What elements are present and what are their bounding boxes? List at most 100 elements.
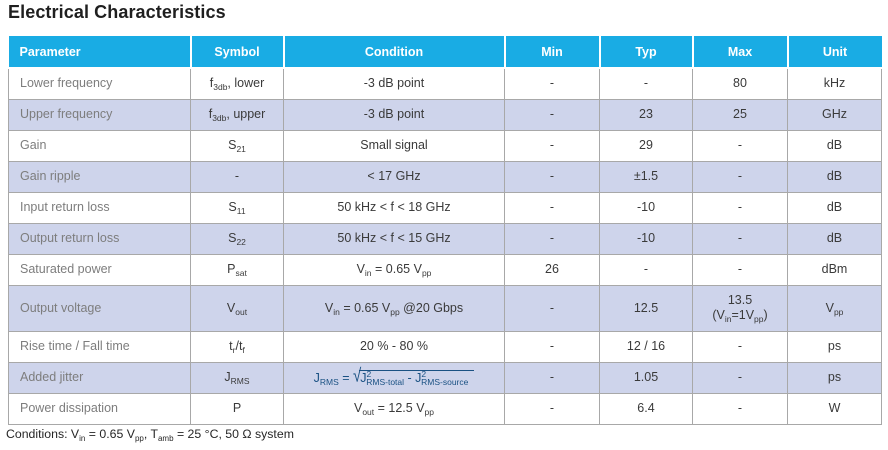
header-typ: Typ <box>599 36 694 69</box>
cell-symbol: f3db, upper <box>190 98 284 131</box>
cell-min: - <box>504 160 600 193</box>
cell-parameter: Input return loss <box>8 191 191 224</box>
cell-max: - <box>692 330 788 363</box>
cell-min: - <box>504 67 600 100</box>
header-row: Parameter Symbol Condition Min Typ Max U… <box>8 36 882 69</box>
cell-condition: Vin = 0.65 Vpp @20 Gbps <box>283 284 505 332</box>
cell-typ: 6.4 <box>599 392 693 425</box>
cell-unit: ps <box>787 361 882 394</box>
cell-condition: Vin = 0.65 Vpp <box>283 253 505 286</box>
cell-parameter: Added jitter <box>8 361 191 394</box>
cell-condition: Small signal <box>283 129 505 162</box>
cell-min: - <box>504 191 600 224</box>
cell-condition: 50 kHz < f < 15 GHz <box>283 222 505 255</box>
cell-condition: 50 kHz < f < 18 GHz <box>283 191 505 224</box>
cell-condition: 20 % - 80 % <box>283 330 505 363</box>
header-unit: Unit <box>787 36 882 69</box>
cell-typ: 12 / 16 <box>599 330 693 363</box>
cell-unit: dB <box>787 222 882 255</box>
cell-symbol: P <box>190 392 284 425</box>
cell-parameter: Output voltage <box>8 284 191 332</box>
cell-max: 13.5 (Vin=1Vpp) <box>692 284 788 332</box>
cell-condition: -3 dB point <box>283 67 505 100</box>
cell-min: - <box>504 222 600 255</box>
table-row: Gain S21 Small signal -29- dB <box>8 129 882 162</box>
cell-condition: -3 dB point <box>283 98 505 131</box>
cell-unit: kHz <box>787 67 882 100</box>
header-condition: Condition <box>283 36 506 69</box>
cell-unit: dB <box>787 191 882 224</box>
header-symbol: Symbol <box>190 36 285 69</box>
cell-parameter: Lower frequency <box>8 67 191 100</box>
cell-unit: dB <box>787 129 882 162</box>
table-row: Rise time / Fall time tr/tf 20 % - 80 % -12… <box>8 330 882 363</box>
cell-condition: JRMS = √J2RMS-total - J2RMS-source <box>283 361 505 394</box>
cell-max: - <box>692 253 788 286</box>
cell-min: 26 <box>504 253 600 286</box>
cell-condition: Vout = 12.5 Vpp <box>283 392 505 425</box>
cell-parameter: Upper frequency <box>8 98 191 131</box>
table-row: Gain ripple - < 17 GHz - ±1.5- dB <box>8 160 882 193</box>
cell-parameter: Gain <box>8 129 191 162</box>
cell-min: - <box>504 361 600 394</box>
cell-unit: dBm <box>787 253 882 286</box>
cell-max: - <box>692 160 788 193</box>
cell-min: - <box>504 98 600 131</box>
cell-typ: 1.05 <box>599 361 693 394</box>
table-row: Output return loss S22 50 kHz < f < 15 GHz… <box>8 222 882 255</box>
table-body: Lower frequency f3db, lower -3 dB point - -8… <box>8 67 882 425</box>
cell-symbol: S11 <box>190 191 284 224</box>
cell-max: - <box>692 129 788 162</box>
cell-symbol: S21 <box>190 129 284 162</box>
cell-max: - <box>692 222 788 255</box>
cell-min: - <box>504 392 600 425</box>
table-header: Parameter Symbol Condition Min Typ Max U… <box>8 36 882 69</box>
cell-max: - <box>692 191 788 224</box>
cell-typ: - <box>599 253 693 286</box>
table-row: Upper frequency f3db, upper -3 dB point -23… <box>8 98 882 131</box>
table-row: Saturated power Psat Vin = 0.65 Vpp 26- - dBm <box>8 253 882 286</box>
table-row: Lower frequency f3db, lower -3 dB point - -8… <box>8 67 882 100</box>
cell-symbol: JRMS <box>190 361 284 394</box>
cell-symbol: f3db, lower <box>190 67 284 100</box>
cell-symbol: Vout <box>190 284 284 332</box>
cell-max: - <box>692 392 788 425</box>
cell-symbol: tr/tf <box>190 330 284 363</box>
cell-symbol: S22 <box>190 222 284 255</box>
cell-symbol: - <box>190 160 284 193</box>
cell-parameter: Gain ripple <box>8 160 191 193</box>
cell-unit: dB <box>787 160 882 193</box>
cell-typ: ±1.5 <box>599 160 693 193</box>
cell-unit: W <box>787 392 882 425</box>
cell-condition: < 17 GHz <box>283 160 505 193</box>
cell-typ: 29 <box>599 129 693 162</box>
table-row: Added jitter JRMS JRMS = √J2RMS-total - J2… <box>8 361 882 394</box>
header-parameter: Parameter <box>8 36 192 69</box>
table-row: Power dissipation P Vout = 12.5 Vpp -6.4- W <box>8 392 882 425</box>
table-row: Output voltage Vout Vin = 0.65 Vpp @20 Gbp… <box>8 284 882 332</box>
cell-typ: 23 <box>599 98 693 131</box>
cell-typ: -10 <box>599 222 693 255</box>
cell-min: - <box>504 284 600 332</box>
cell-parameter: Rise time / Fall time <box>8 330 191 363</box>
cell-max: 80 <box>692 67 788 100</box>
header-max: Max <box>692 36 789 69</box>
cell-parameter: Output return loss <box>8 222 191 255</box>
conditions-footnote: Conditions: Vin = 0.65 Vpp, Tamb = 25 °C… <box>6 427 294 443</box>
cell-typ: - <box>599 67 693 100</box>
cell-typ: -10 <box>599 191 693 224</box>
electrical-characteristics-table: Parameter Symbol Condition Min Typ Max U… <box>8 36 882 425</box>
cell-unit: Vpp <box>787 284 882 332</box>
cell-parameter: Power dissipation <box>8 392 191 425</box>
table-row: Input return loss S11 50 kHz < f < 18 GHz -… <box>8 191 882 224</box>
header-min: Min <box>504 36 601 69</box>
cell-unit: GHz <box>787 98 882 131</box>
cell-typ: 12.5 <box>599 284 693 332</box>
cell-min: - <box>504 330 600 363</box>
cell-min: - <box>504 129 600 162</box>
cell-parameter: Saturated power <box>8 253 191 286</box>
cell-symbol: Psat <box>190 253 284 286</box>
cell-max: - <box>692 361 788 394</box>
page-title: Electrical Characteristics <box>8 2 226 22</box>
